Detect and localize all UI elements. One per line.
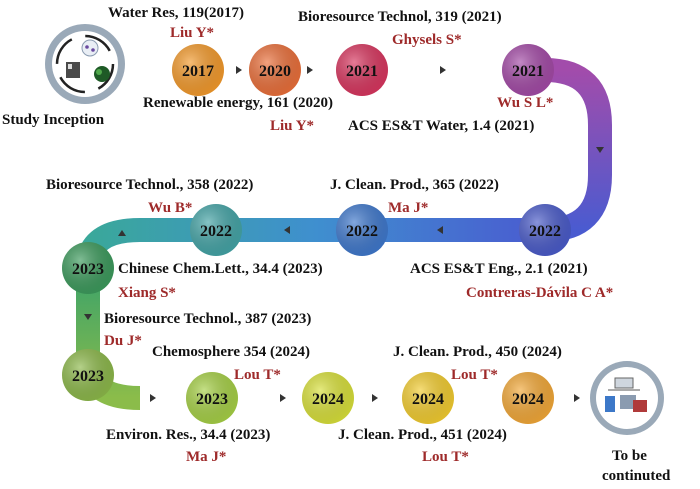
- arrow-right-icon: [372, 394, 378, 402]
- milestone-node-shade: [62, 242, 114, 294]
- milestone-year-3: 2021: [346, 63, 378, 80]
- milestone-node-shade: [186, 372, 238, 424]
- milestone-node-shade: [336, 204, 388, 256]
- milestone-10-author: Ma J*: [186, 449, 227, 465]
- milestone-6-journal: J. Clean. Prod., 365 (2022): [330, 177, 499, 193]
- direction-arrows: [84, 66, 604, 402]
- arrow-left-icon: [284, 226, 290, 234]
- milestone-11-journal: Chemosphere 354 (2024): [152, 344, 311, 360]
- milestone-4-journal: ACS ES&T Water, 1.4 (2021): [348, 118, 535, 134]
- milestone-year-8: 2023: [72, 261, 104, 278]
- milestone-1-journal: Water Res, 119(2017): [108, 5, 244, 21]
- milestone-year-10: 2023: [196, 391, 228, 408]
- arrow-right-icon: [440, 66, 446, 74]
- milestone-node-shade: [402, 372, 454, 424]
- arrow-down-icon: [84, 314, 92, 320]
- milestone-node-shade: [249, 44, 301, 96]
- milestone-node-shade: [336, 44, 388, 96]
- milestone-5-author: Contreras-Dávila C A*: [466, 285, 614, 301]
- milestone-node-shade: [502, 372, 554, 424]
- milestone-node-shade: [62, 349, 114, 401]
- arrow-up-icon: [118, 230, 126, 236]
- milestone-7-author: Wu B*: [148, 200, 193, 216]
- milestone-node-shade: [302, 372, 354, 424]
- milestone-year-12: 2024: [412, 391, 444, 408]
- arrow-down-icon: [596, 147, 604, 153]
- milestone-year-7: 2022: [200, 223, 232, 240]
- end-label-line2: continuted: [602, 468, 671, 484]
- milestone-year-9: 2023: [72, 368, 104, 385]
- milestone-year-6: 2022: [346, 223, 378, 240]
- milestone-year-1: 2017: [182, 63, 214, 80]
- to-be-continued-icon: [590, 361, 664, 435]
- milestone-12-author: Lou T*: [422, 449, 469, 465]
- milestone-8-journal: Chinese Chem.Lett., 34.4 (2023): [118, 261, 323, 277]
- milestone-12-journal: J. Clean. Prod., 451 (2024): [338, 427, 507, 443]
- milestone-5-journal: ACS ES&T Eng., 2.1 (2021): [410, 261, 588, 277]
- milestone-year-4: 2021: [512, 63, 544, 80]
- milestone-node-shade: [502, 44, 554, 96]
- milestone-3-author: Ghysels S*: [392, 32, 462, 48]
- milestone-2-author: Liu Y*: [270, 118, 315, 134]
- milestone-year-11: 2024: [312, 391, 344, 408]
- milestone-2-journal: Renewable energy, 161 (2020): [143, 95, 333, 111]
- milestone-9-author: Du J*: [104, 333, 142, 349]
- milestone-year-5: 2022: [529, 223, 561, 240]
- milestone-13-journal: J. Clean. Prod., 450 (2024): [393, 344, 562, 360]
- milestone-year-13: 2024: [512, 391, 544, 408]
- arrow-right-icon: [574, 394, 580, 402]
- milestone-10-journal: Environ. Res., 34.4 (2023): [106, 427, 271, 443]
- milestone-9-journal: Bioresource Technol., 387 (2023): [104, 311, 312, 327]
- milestone-node-shade: [519, 204, 571, 256]
- study-inception-icon: [45, 24, 125, 104]
- milestone-8-author: Xiang S*: [118, 285, 176, 301]
- milestone-1-author: Liu Y*: [170, 25, 215, 41]
- arrow-right-icon: [280, 394, 286, 402]
- arrow-right-icon: [307, 66, 313, 74]
- milestone-year-2: 2020: [259, 63, 291, 80]
- arrow-right-icon: [150, 394, 156, 402]
- milestone-6-author: Ma J*: [388, 200, 429, 216]
- milestone-13-author: Lou T*: [451, 367, 498, 383]
- milestone-node-shade: [172, 44, 224, 96]
- milestone-nodes: 2017 2020 2021 2021 2022 2022 2022 2023 2023 2023…: [62, 44, 571, 424]
- arrow-left-icon: [437, 226, 443, 234]
- milestone-3-journal: Bioresource Technol, 319 (2021): [298, 9, 502, 25]
- arrow-right-icon: [236, 66, 242, 74]
- milestone-node-shade: [190, 204, 242, 256]
- milestone-11-author: Lou T*: [234, 367, 281, 383]
- end-label-line1: To be: [612, 448, 647, 464]
- milestone-7-journal: Bioresource Technol., 358 (2022): [46, 177, 254, 193]
- start-label: Study Inception: [2, 112, 105, 128]
- milestone-4-author: Wu S L*: [497, 95, 554, 111]
